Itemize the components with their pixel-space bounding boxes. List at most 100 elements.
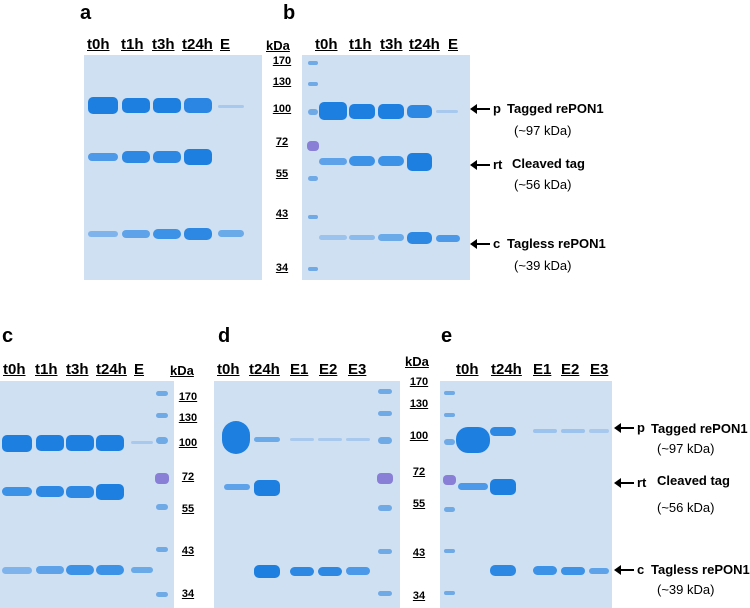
lane-label: E2 (561, 361, 580, 378)
protein-band (96, 484, 124, 500)
ladder-band (156, 413, 168, 418)
annotation-cleaved-size: (~56 kDa) (657, 500, 715, 515)
ladder-band (378, 549, 392, 554)
panel-label-e: e (441, 325, 453, 347)
protein-band (378, 234, 404, 241)
protein-band (153, 229, 181, 239)
lane-label: t0h (315, 36, 338, 53)
protein-band (290, 567, 314, 576)
annotation-letter-p: p (637, 420, 645, 435)
lane-label: t3h (66, 361, 89, 378)
protein-band (218, 105, 244, 108)
lane-label: E1 (533, 361, 552, 378)
protein-band (589, 568, 609, 574)
mw-label: 72 (412, 466, 426, 478)
protein-band (88, 153, 118, 161)
mw-label: 34 (181, 588, 195, 600)
protein-band (153, 151, 181, 163)
arrow-icon (614, 565, 634, 575)
protein-band (378, 104, 404, 119)
arrow-icon (614, 423, 634, 433)
mw-label: 55 (275, 168, 289, 180)
mw-label: 100 (178, 437, 198, 449)
protein-band (561, 567, 585, 575)
panel-label-b: b (283, 2, 296, 24)
protein-band (533, 566, 557, 575)
mw-label: 43 (275, 208, 289, 220)
lane-label: t1h (349, 36, 372, 53)
protein-band (184, 98, 212, 113)
annotation-cleaved-size: (~56 kDa) (514, 177, 572, 192)
ladder-band (156, 504, 168, 510)
annotation-cleaved: Cleaved tag (657, 473, 730, 488)
lane-label: t24h (491, 361, 522, 378)
lane-label: t3h (380, 36, 403, 53)
protein-band (66, 435, 94, 451)
protein-band (96, 435, 124, 451)
protein-band (318, 567, 342, 576)
protein-band (490, 565, 516, 576)
gel-d (214, 381, 400, 608)
mw-label: 170 (409, 376, 429, 388)
protein-band (490, 479, 516, 495)
protein-band (36, 566, 64, 574)
mw-label: 72 (181, 471, 195, 483)
ladder-band (443, 475, 456, 485)
kda-header: kDa (170, 363, 194, 378)
panel-label-c: c (2, 325, 14, 347)
mw-label: 55 (181, 503, 195, 515)
ladder-band (377, 473, 393, 484)
protein-band (318, 438, 342, 441)
lane-label: E (220, 36, 231, 53)
ladder-band (444, 591, 455, 595)
annotation-tagged-size: (~97 kDa) (657, 441, 715, 456)
protein-band (96, 565, 124, 575)
arrow-icon (614, 478, 634, 488)
annotation-tagged: Tagged rePON1 (507, 101, 604, 116)
ladder-band (378, 505, 392, 511)
protein-band (407, 232, 432, 244)
protein-band (131, 567, 153, 573)
lane-label: t24h (96, 361, 127, 378)
mw-label: 55 (412, 498, 426, 510)
lane-label: E (448, 36, 459, 53)
lane-label: E1 (290, 361, 309, 378)
protein-band (254, 437, 280, 442)
ladder-band (308, 109, 318, 115)
arrow-icon (470, 239, 490, 249)
gel-c (0, 381, 174, 608)
mw-label: 130 (178, 412, 198, 424)
ladder-band (378, 591, 392, 596)
protein-band (378, 156, 404, 166)
protein-band (533, 429, 557, 433)
lane-label: t3h (152, 36, 175, 53)
kda-header: kDa (266, 38, 290, 53)
lane-label: t24h (182, 36, 213, 53)
protein-band (407, 153, 432, 171)
mw-label: 43 (412, 547, 426, 559)
protein-band (2, 487, 32, 496)
mw-label: 100 (272, 103, 292, 115)
protein-band (222, 421, 250, 454)
lane-label: E (134, 361, 145, 378)
protein-band (346, 567, 370, 575)
ladder-band (156, 547, 168, 552)
ladder-band (378, 389, 392, 394)
protein-band (88, 231, 118, 237)
annotation-tagless: Tagless rePON1 (507, 236, 606, 251)
annotation-letter-c: c (637, 562, 645, 577)
ladder-band (444, 549, 455, 553)
ladder-band (156, 437, 168, 444)
lane-label: t0h (217, 361, 240, 378)
ladder-band (308, 61, 318, 65)
ladder-band (444, 507, 455, 512)
protein-band (349, 104, 375, 119)
lane-label: t1h (121, 36, 144, 53)
annotation-tagless: Tagless rePON1 (651, 562, 750, 577)
protein-band (184, 149, 212, 165)
arrow-icon (470, 104, 490, 114)
lane-label: t0h (3, 361, 26, 378)
protein-band (456, 427, 490, 453)
protein-band (2, 435, 32, 452)
protein-band (153, 98, 181, 113)
